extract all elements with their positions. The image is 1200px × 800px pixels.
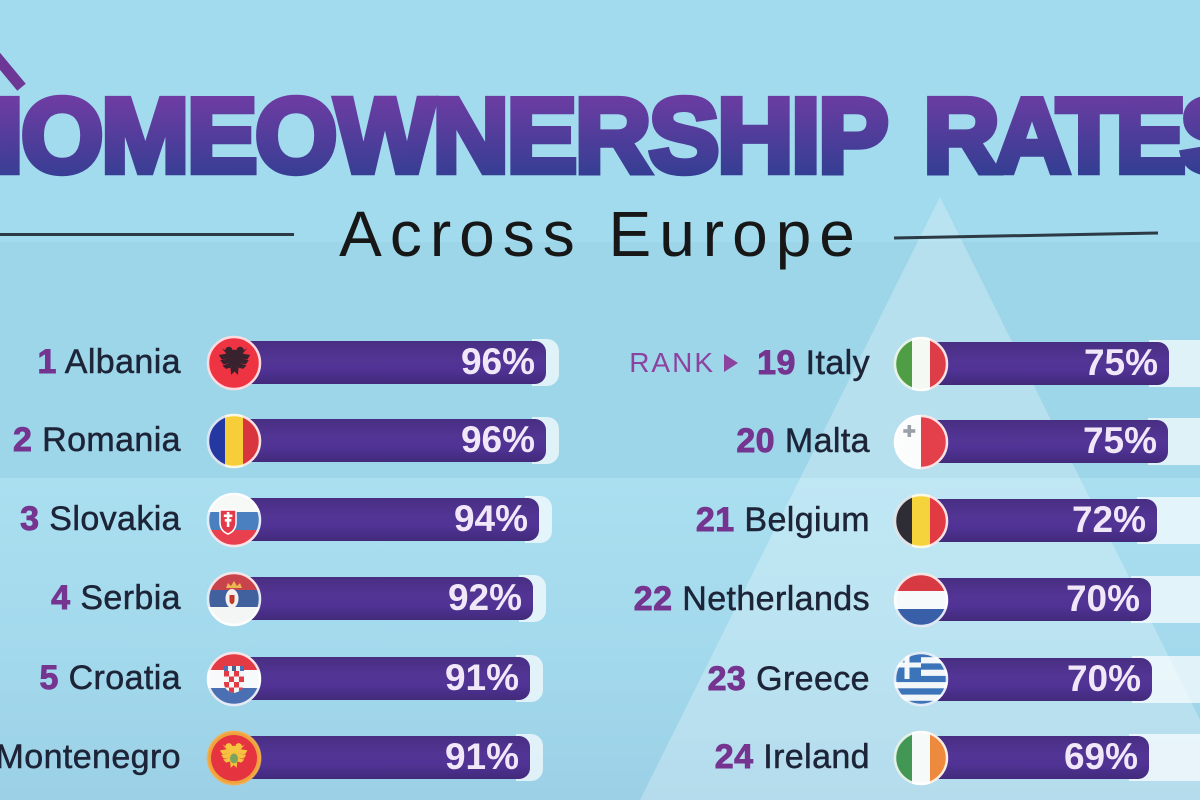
svg-text:HOMEOWNERSHIP RATES: HOMEOWNERSHIP RATES: [0, 77, 1200, 195]
